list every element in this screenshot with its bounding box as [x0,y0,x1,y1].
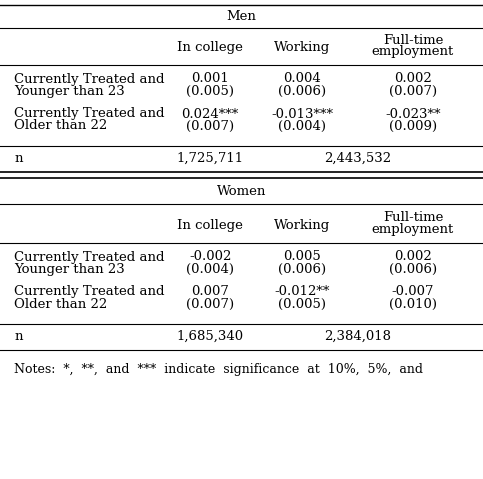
Text: -0.023**: -0.023** [385,107,440,121]
Text: employment: employment [372,46,454,58]
Text: (0.005): (0.005) [278,297,326,310]
Text: Full-time: Full-time [383,212,443,225]
Text: 0.005: 0.005 [283,251,321,263]
Text: In college: In college [177,218,243,231]
Text: Currently Treated and: Currently Treated and [14,251,165,263]
Text: (0.004): (0.004) [278,119,326,133]
Text: employment: employment [372,224,454,237]
Text: Younger than 23: Younger than 23 [14,84,125,98]
Text: -0.002: -0.002 [189,251,231,263]
Text: 0.007: 0.007 [191,285,229,298]
Text: (0.007): (0.007) [186,119,234,133]
Text: n: n [14,330,23,342]
Text: 1,685,340: 1,685,340 [177,330,243,342]
Text: Currently Treated and: Currently Treated and [14,285,165,298]
Text: Currently Treated and: Currently Treated and [14,72,165,85]
Text: (0.006): (0.006) [278,262,326,275]
Text: 0.004: 0.004 [283,72,321,85]
Text: In college: In college [177,41,243,54]
Text: Younger than 23: Younger than 23 [14,262,125,275]
Text: Working: Working [274,218,330,231]
Text: 0.002: 0.002 [394,72,432,85]
Text: (0.004): (0.004) [186,262,234,275]
Text: (0.009): (0.009) [389,119,437,133]
Text: (0.006): (0.006) [389,262,437,275]
Text: (0.006): (0.006) [278,84,326,98]
Text: Notes:  *,  **,  and  ***  indicate  significance  at  10%,  5%,  and: Notes: *, **, and *** indicate significa… [14,364,424,376]
Text: (0.005): (0.005) [186,84,234,98]
Text: -0.012**: -0.012** [274,285,329,298]
Text: n: n [14,151,23,164]
Text: -0.013***: -0.013*** [271,107,333,121]
Text: Working: Working [274,41,330,54]
Text: 0.001: 0.001 [191,72,229,85]
Text: (0.010): (0.010) [389,297,437,310]
Text: 2,443,532: 2,443,532 [324,151,391,164]
Text: Currently Treated and: Currently Treated and [14,107,165,121]
Text: (0.007): (0.007) [186,297,234,310]
Text: (0.007): (0.007) [389,84,437,98]
Text: Older than 22: Older than 22 [14,297,108,310]
Text: Men: Men [227,11,256,23]
Text: 0.002: 0.002 [394,251,432,263]
Text: Full-time: Full-time [383,34,443,46]
Text: Older than 22: Older than 22 [14,119,108,133]
Text: 2,384,018: 2,384,018 [324,330,391,342]
Text: 1,725,711: 1,725,711 [177,151,243,164]
Text: 0.024***: 0.024*** [182,107,239,121]
Text: Women: Women [217,185,266,198]
Text: -0.007: -0.007 [392,285,434,298]
